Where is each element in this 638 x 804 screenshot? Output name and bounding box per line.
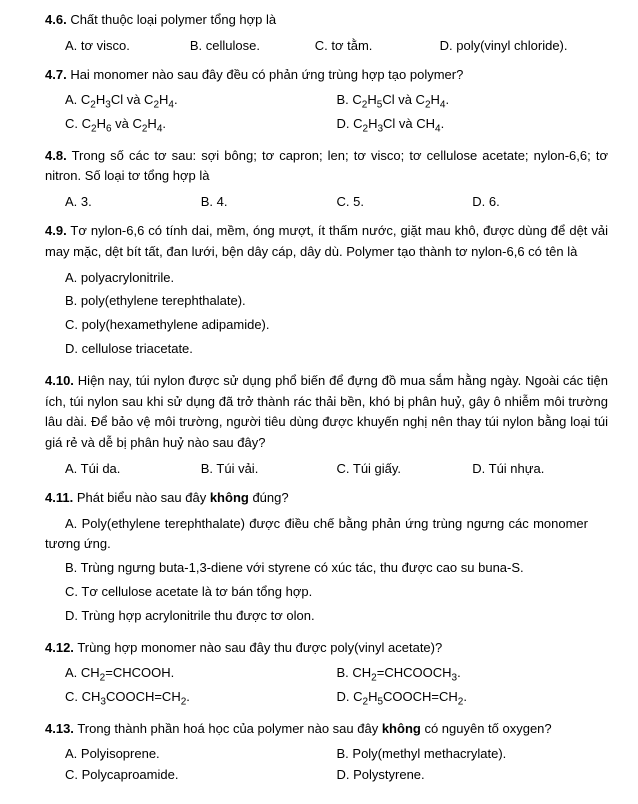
option-d: D. Trùng hợp acrylonitrile thu được tơ o… bbox=[65, 606, 608, 627]
question-body: Hiện nay, túi nylon được sử dụng phổ biế… bbox=[45, 373, 608, 450]
option-a: A. 3. bbox=[65, 192, 201, 213]
question-4-9: 4.9. Tơ nylon-6,6 có tính dai, mềm, óng … bbox=[45, 221, 608, 363]
options-row: A. Túi da. B. Túi vải. C. Túi giấy. D. T… bbox=[45, 459, 608, 480]
question-number: 4.11. bbox=[45, 490, 73, 505]
option-d: D. Polystyrene. bbox=[337, 765, 609, 786]
question-body: Trong số các tơ sau: sợi bông; tơ capron… bbox=[45, 148, 608, 184]
option-d: D. C2H3Cl và CH4. bbox=[337, 114, 609, 138]
question-body-post: đúng? bbox=[249, 490, 289, 505]
option-c: C. poly(hexamethylene adipamide). bbox=[65, 315, 608, 336]
option-a: A. tơ visco. bbox=[65, 36, 190, 57]
option-b: B. CH2=CHCOOCH3. bbox=[337, 663, 609, 687]
question-body-pre: Trong thành phần hoá học của polymer nào… bbox=[77, 721, 382, 736]
question-number: 4.8. bbox=[45, 148, 67, 163]
question-4-7: 4.7. Hai monomer nào sau đây đều có phản… bbox=[45, 65, 608, 138]
question-number: 4.13. bbox=[45, 721, 74, 736]
options-row: A. CH2=CHCOOH. B. CH2=CHCOOCH3. C. CH3CO… bbox=[45, 663, 608, 710]
option-d: D. Túi nhựa. bbox=[472, 459, 608, 480]
question-4-8: 4.8. Trong số các tơ sau: sợi bông; tơ c… bbox=[45, 146, 608, 213]
option-b: B. 4. bbox=[201, 192, 337, 213]
option-c: C. Polycaproamide. bbox=[65, 765, 337, 786]
question-body: Trùng hợp monomer nào sau đây thu được p… bbox=[77, 640, 442, 655]
option-c: C. tơ tằm. bbox=[315, 36, 440, 57]
option-b: B. poly(ethylene terephthalate). bbox=[65, 291, 608, 312]
option-b: B. Poly(methyl methacrylate). bbox=[337, 744, 609, 765]
options-row: A. C2H3Cl và C2H4. B. C2H5Cl và C2H4. C.… bbox=[45, 90, 608, 137]
options-col: A. Poly(ethylene terephthalate) được điề… bbox=[45, 514, 608, 630]
question-body: Hai monomer nào sau đây đều có phản ứng … bbox=[70, 67, 463, 82]
question-number: 4.7. bbox=[45, 67, 67, 82]
question-4-10: 4.10. Hiện nay, túi nylon được sử dụng p… bbox=[45, 371, 608, 480]
options-row: A. Polyisoprene. B. Poly(methyl methacry… bbox=[45, 744, 608, 786]
option-a: A. CH2=CHCOOH. bbox=[65, 663, 337, 687]
question-number: 4.9. bbox=[45, 223, 67, 238]
options-row: A. tơ visco. B. cellulose. C. tơ tằm. D.… bbox=[45, 36, 608, 57]
option-b: B. cellulose. bbox=[190, 36, 315, 57]
question-text: 4.9. Tơ nylon-6,6 có tính dai, mềm, óng … bbox=[45, 221, 608, 263]
question-number: 4.6. bbox=[45, 12, 67, 27]
option-a: A. C2H3Cl và C2H4. bbox=[65, 90, 337, 114]
options-row: A. 3. B. 4. C. 5. D. 6. bbox=[45, 192, 608, 213]
question-text: 4.10. Hiện nay, túi nylon được sử dụng p… bbox=[45, 371, 608, 454]
option-c: C. CH3COOCH=CH2. bbox=[65, 687, 337, 711]
question-body-pre: Phát biểu nào sau đây bbox=[77, 490, 210, 505]
option-c: C. Tơ cellulose acetate là tơ bán tổng h… bbox=[65, 582, 608, 603]
option-d: D. C2H5COOCH=CH2. bbox=[337, 687, 609, 711]
question-number: 4.10. bbox=[45, 373, 74, 388]
question-4-12: 4.12. Trùng hợp monomer nào sau đây thu … bbox=[45, 638, 608, 711]
options-col: A. polyacrylonitrile. B. poly(ethylene t… bbox=[45, 268, 608, 363]
option-d: D. cellulose triacetate. bbox=[65, 339, 608, 360]
option-a: A. Túi da. bbox=[65, 459, 201, 480]
option-b: B. Túi vải. bbox=[201, 459, 337, 480]
option-d: D. poly(vinyl chloride). bbox=[440, 36, 608, 57]
question-text: 4.11. Phát biểu nào sau đây không đúng? bbox=[45, 488, 608, 509]
question-body: Tơ nylon-6,6 có tính dai, mềm, óng mượt,… bbox=[45, 223, 608, 259]
option-b: B. Trùng ngưng buta-1,3-diene với styren… bbox=[65, 558, 608, 579]
option-a: A. Poly(ethylene terephthalate) được điề… bbox=[45, 514, 588, 556]
question-text: 4.6. Chất thuộc loại polymer tổng hợp là bbox=[45, 10, 608, 31]
question-body-post: có nguyên tố oxygen? bbox=[421, 721, 552, 736]
option-a: A. Polyisoprene. bbox=[65, 744, 337, 765]
question-text: 4.12. Trùng hợp monomer nào sau đây thu … bbox=[45, 638, 608, 659]
option-c: C. C2H6 và C2H4. bbox=[65, 114, 337, 138]
question-text: 4.8. Trong số các tơ sau: sợi bông; tơ c… bbox=[45, 146, 608, 188]
question-4-13: 4.13. Trong thành phần hoá học của polym… bbox=[45, 719, 608, 786]
question-body: Chất thuộc loại polymer tổng hợp là bbox=[70, 12, 276, 27]
question-body-bold: không bbox=[382, 721, 421, 736]
option-c: C. Túi giấy. bbox=[337, 459, 473, 480]
option-a: A. polyacrylonitrile. bbox=[65, 268, 608, 289]
question-number: 4.12. bbox=[45, 640, 74, 655]
question-4-6: 4.6. Chất thuộc loại polymer tổng hợp là… bbox=[45, 10, 608, 57]
question-body-bold: không bbox=[210, 490, 249, 505]
option-b: B. C2H5Cl và C2H4. bbox=[337, 90, 609, 114]
question-4-11: 4.11. Phát biểu nào sau đây không đúng? … bbox=[45, 488, 608, 630]
question-text: 4.13. Trong thành phần hoá học của polym… bbox=[45, 719, 608, 740]
question-text: 4.7. Hai monomer nào sau đây đều có phản… bbox=[45, 65, 608, 86]
option-c: C. 5. bbox=[337, 192, 473, 213]
option-d: D. 6. bbox=[472, 192, 608, 213]
